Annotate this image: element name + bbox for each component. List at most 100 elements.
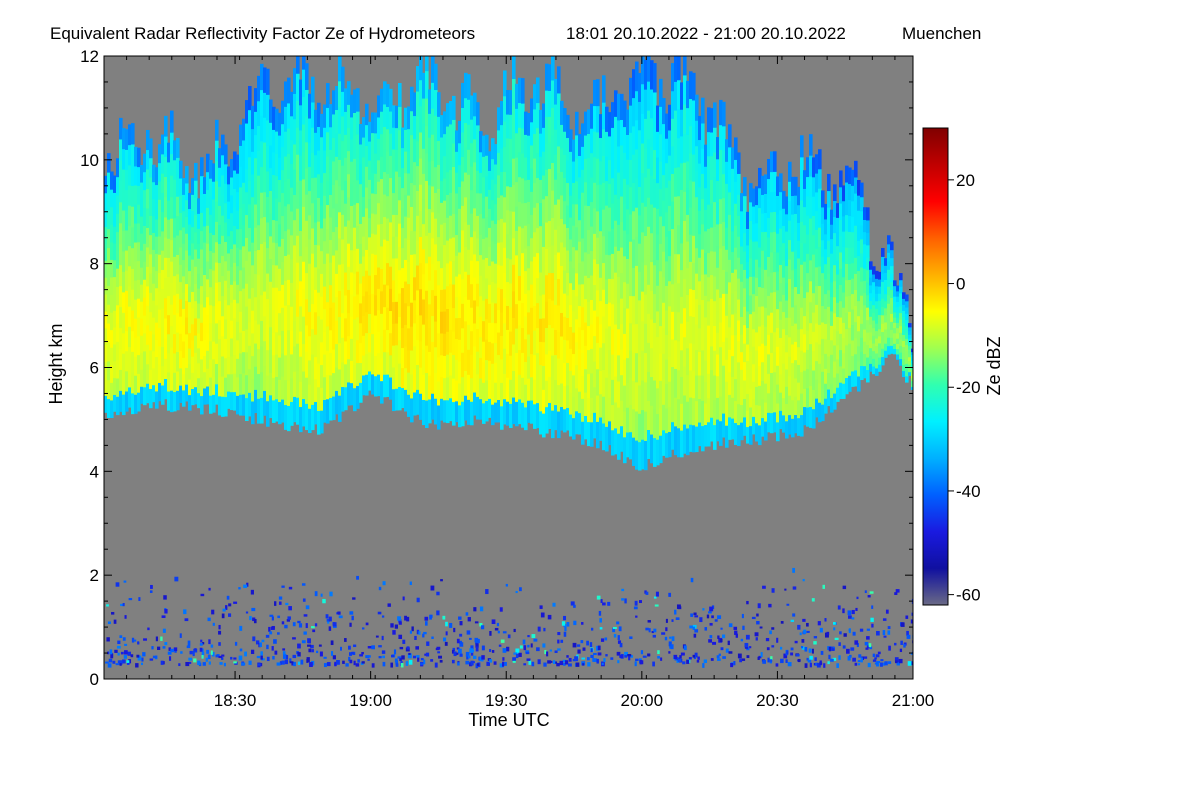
- low-echo-speck: [742, 625, 745, 630]
- cloud-column: [647, 56, 651, 460]
- cloud-cell: [470, 236, 474, 261]
- cloud-cell: [479, 275, 483, 297]
- cloud-cell: [299, 305, 303, 332]
- cloud-cell: [314, 378, 318, 402]
- cloud-cell: [350, 161, 354, 184]
- cloud-cell: [296, 235, 300, 263]
- cloud-cell: [320, 341, 324, 366]
- cloud-cell: [428, 398, 432, 424]
- cloud-cell: [671, 228, 675, 257]
- cloud-cell: [758, 246, 762, 268]
- low-echo-speck: [361, 661, 365, 664]
- low-echo-speck: [519, 645, 523, 649]
- cloud-cell: [422, 123, 426, 149]
- cloud-cell: [794, 396, 798, 416]
- cloud-cell: [647, 81, 651, 111]
- cloud-cell: [638, 356, 642, 386]
- cloud-column: [791, 176, 795, 438]
- cloud-column: [596, 79, 600, 449]
- cloud-cell: [359, 342, 363, 364]
- cloud-cell: [284, 255, 288, 281]
- cloud-cell: [419, 262, 423, 290]
- cloud-cell: [725, 359, 729, 382]
- cloud-cell: [251, 400, 255, 425]
- cloud-cell: [224, 338, 228, 359]
- cloud-cell: [176, 176, 180, 197]
- cloud-cell: [785, 351, 789, 370]
- low-echo-speck: [261, 639, 265, 643]
- low-echo-speck: [702, 663, 705, 668]
- cloud-cell: [608, 349, 612, 374]
- cloud-cell: [623, 385, 627, 412]
- cloud-cell: [446, 376, 450, 401]
- cloud-cell: [365, 124, 369, 146]
- cloud-cell: [125, 350, 129, 372]
- cloud-cell: [602, 396, 606, 424]
- cloud-cell: [491, 179, 495, 201]
- cloud-cell: [272, 354, 276, 378]
- cloud-cell: [152, 384, 156, 403]
- low-echo-speck: [378, 656, 382, 659]
- low-echo-speck: [187, 640, 191, 646]
- cloud-cell: [722, 101, 726, 127]
- low-echo-speck: [762, 660, 766, 664]
- cloud-cell: [236, 210, 240, 230]
- cloud-cell: [353, 341, 357, 366]
- cloud-cell: [512, 56, 516, 80]
- cloud-cell: [173, 314, 177, 335]
- cloud-cell: [614, 401, 618, 429]
- cloud-cell: [578, 262, 582, 285]
- low-echo-speck: [249, 615, 252, 621]
- cloud-cell: [554, 254, 558, 280]
- cloud-cell: [122, 230, 126, 252]
- cloud-cell: [557, 357, 561, 386]
- cloud-cell: [143, 314, 147, 334]
- cloud-cell: [695, 273, 699, 300]
- cloud-cell: [305, 194, 309, 221]
- low-echo-speck: [727, 640, 730, 646]
- cloud-cell: [662, 149, 666, 176]
- cloud-cell: [800, 414, 804, 437]
- cloud-cell: [644, 147, 648, 178]
- cloud-column: [365, 103, 369, 396]
- cloud-cell: [278, 179, 282, 203]
- cloud-cell: [269, 258, 273, 282]
- cloud-cell: [596, 289, 600, 317]
- cloud-column: [671, 63, 675, 450]
- cloud-cell: [152, 316, 156, 335]
- cloud-column: [122, 128, 126, 416]
- cloud-cell: [635, 410, 639, 441]
- cloud-column: [440, 115, 444, 421]
- cloud-cell: [413, 253, 417, 278]
- low-echo-speck: [420, 662, 424, 666]
- cloud-cell: [692, 235, 696, 263]
- cloud-cell: [566, 182, 570, 206]
- cloud-cell: [587, 109, 591, 134]
- cloud-cell: [566, 249, 570, 273]
- cloud-cell: [767, 295, 771, 316]
- cloud-column: [305, 63, 309, 431]
- cloud-cell: [551, 56, 555, 81]
- low-echo-speck: [809, 662, 812, 668]
- cloud-cell: [500, 358, 504, 383]
- cloud-cell: [491, 158, 495, 180]
- cloud-column: [374, 112, 378, 397]
- cloud-cell: [617, 354, 621, 382]
- low-echo-speck: [378, 586, 382, 591]
- cloud-cell: [293, 93, 297, 120]
- cloud-cell: [401, 347, 405, 369]
- cloud-cell: [482, 300, 486, 322]
- cloud-cell: [158, 364, 162, 383]
- cloud-cell: [485, 196, 489, 218]
- low-echo-speck: [833, 627, 836, 631]
- cloud-cell: [380, 111, 384, 135]
- cloud-cell: [521, 103, 525, 129]
- low-echo-speck: [826, 631, 830, 636]
- cloud-cell: [281, 353, 285, 377]
- low-echo-speck: [194, 648, 197, 652]
- cloud-cell: [170, 347, 174, 370]
- cloud-cell: [266, 400, 270, 427]
- cloud-cell: [755, 404, 759, 424]
- cloud-cell: [338, 159, 342, 187]
- cloud-cell: [203, 371, 207, 389]
